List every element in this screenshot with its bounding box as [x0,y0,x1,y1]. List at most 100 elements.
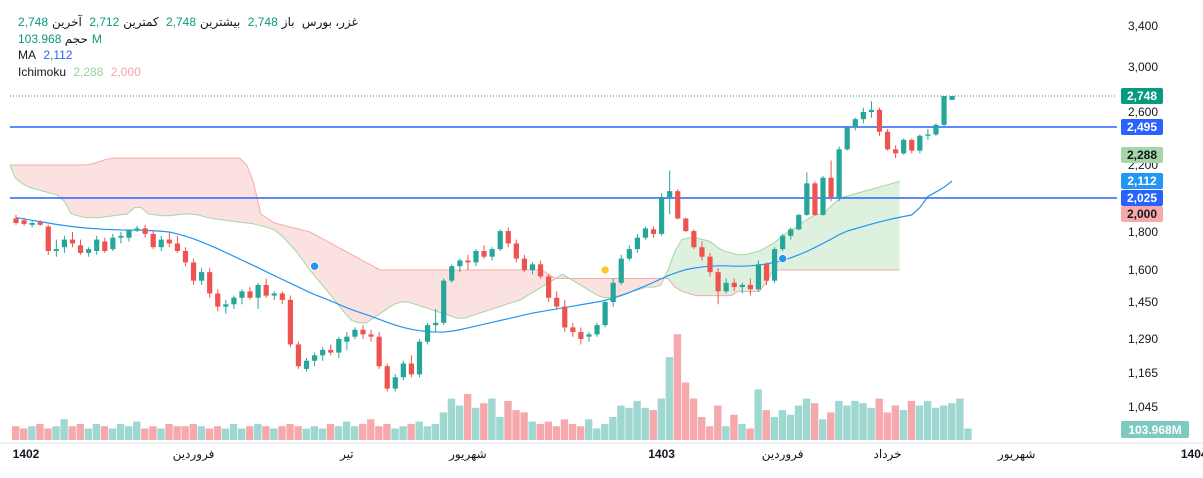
legend-ma-value: 2,112 [43,48,73,62]
volume-bar [504,400,512,440]
candle [408,355,415,378]
candle [473,249,479,267]
horizontal-levels[interactable] [10,95,1117,199]
volume-bar [100,426,109,440]
candle [876,107,883,136]
candle [909,138,915,154]
candle-body [433,322,439,326]
volume-badge-label: 103.968M [1128,423,1181,437]
y-tick-label: 3,000 [1128,60,1158,74]
volume-bar [738,423,746,440]
candle [828,160,834,202]
volume-bar [76,423,84,440]
candle-body [586,334,592,337]
candle-body [376,336,382,367]
legend-ichimoku-row[interactable]: Ichimoku 2,288 2,000 [18,64,362,81]
event-markers[interactable] [309,253,788,275]
candle-body [602,302,608,326]
candle [174,235,180,253]
volume-bar [956,398,964,440]
candle [546,274,552,302]
event-marker-dot[interactable] [309,261,320,271]
legend-volume-row[interactable]: حجم 103.968M [18,31,362,48]
time-axis[interactable]: 1402 فروردین تیر شهریور 1403 فروردین خرداد شهری… [0,442,1203,461]
volume-bar [246,426,254,440]
x-tick-label[interactable]: تیر [339,447,354,461]
candle-body [360,329,366,335]
volume-bar [463,394,472,440]
candle [336,336,342,359]
event-marker-dot[interactable] [600,265,610,275]
volume-bar [44,428,52,440]
volume-bar [229,423,238,440]
candle-body [69,239,76,244]
volume-bar [52,426,60,440]
candle-body [634,237,640,250]
candle [618,254,624,285]
candle-body [610,282,616,302]
candle-body [901,139,907,154]
candle-body [876,109,883,132]
volume-bar [415,421,423,440]
candle [731,278,737,292]
legend-ma-row[interactable]: MA 2,112 [18,47,362,64]
candle [901,138,907,155]
candle [449,264,455,283]
volume-bar [221,428,230,440]
candle-body [255,284,261,298]
candle-body [715,272,721,292]
legend-symbol[interactable]: غزر، بورس [301,15,358,29]
volume-bar [447,398,456,440]
x-tick-label[interactable]: 1403 [648,447,675,461]
candle-body [215,293,221,307]
volume-bar [165,423,173,440]
volume-bar [633,400,641,440]
volume-bar [278,426,286,440]
candle [949,96,955,100]
volume-bar [891,405,900,440]
candle [13,214,19,225]
candle-body [570,327,576,333]
ichimoku-span-a [9,164,900,324]
candle [812,181,818,216]
x-tick-label[interactable]: فروردین [173,447,215,461]
candle-body [336,339,342,353]
candle [465,254,471,270]
candle [699,241,705,261]
x-tick-label[interactable]: شهریور [448,447,487,461]
candle-body [836,149,842,198]
volume-bar [722,426,730,440]
volume-bars [12,334,972,440]
candle-body [707,256,713,273]
candle-body [642,228,649,238]
event-marker-dot[interactable] [777,253,788,264]
x-tick-label[interactable]: شهریور [997,447,1036,461]
candle-body [303,360,310,369]
candle-body [723,282,729,292]
candle [21,217,27,226]
candle [610,278,616,307]
candle [554,291,560,309]
candle [433,308,439,333]
candle-body [618,258,624,283]
price-badge [1121,190,1163,206]
candle-body [650,229,657,234]
candle [868,101,875,118]
volume-bar [584,419,593,440]
candle-body [328,349,334,353]
y-tick-label: 1,800 [1128,225,1158,239]
candle-body [320,349,326,356]
candle-body [868,109,875,112]
x-tick-label[interactable]: خرداد [874,447,902,461]
x-tick-label[interactable]: 1404 [1181,447,1203,461]
candle-body [675,191,681,219]
volume-bar [673,334,682,440]
volume-bar [407,423,415,440]
volume-bar [431,423,440,440]
x-tick-label[interactable]: فروردین [762,447,804,461]
candle [497,229,503,251]
volume-bar [778,410,787,440]
x-tick-label[interactable]: 1402 [13,447,40,461]
legend-open-value: 2,748 [247,15,278,29]
